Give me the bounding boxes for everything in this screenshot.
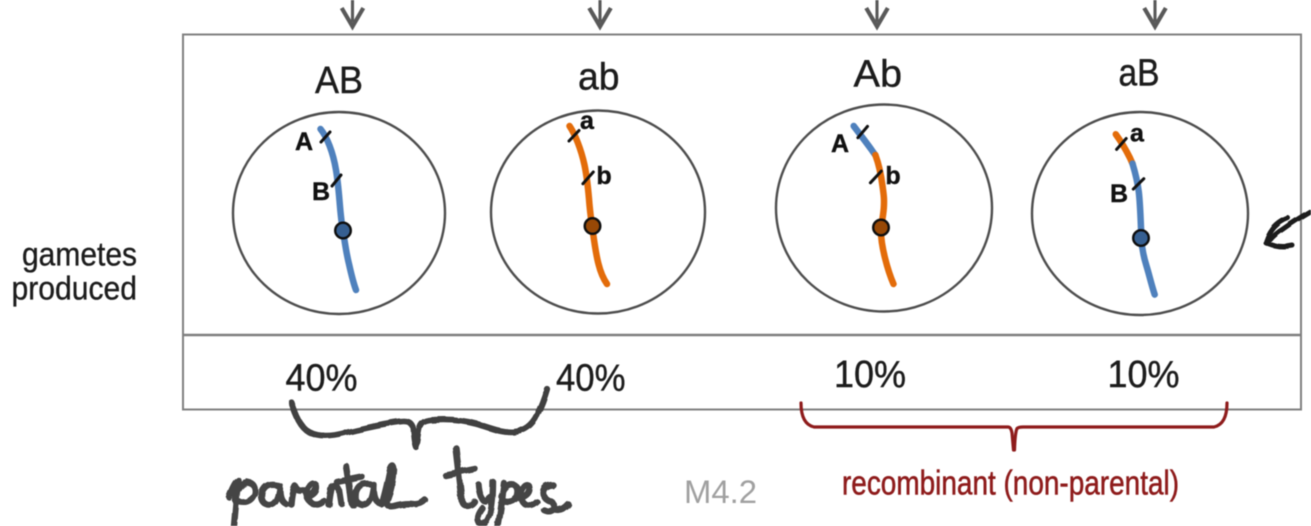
svg-text:B: B (312, 178, 330, 206)
svg-text:produced: produced (12, 270, 138, 307)
svg-text:aB: aB (1119, 53, 1160, 95)
svg-text:10%: 10% (834, 354, 906, 396)
svg-text:recombinant (non-parental): recombinant (non-parental) (842, 465, 1179, 503)
svg-text:10%: 10% (1108, 354, 1180, 396)
svg-text:b: b (596, 162, 611, 190)
svg-text:B: B (1110, 180, 1128, 208)
svg-text:a: a (1130, 120, 1145, 148)
svg-text:gametes: gametes (22, 236, 137, 273)
svg-text:ab: ab (578, 57, 620, 99)
svg-text:AB: AB (315, 60, 363, 102)
svg-text:40%: 40% (556, 358, 626, 400)
svg-text:a: a (580, 107, 595, 135)
svg-text:A: A (831, 130, 849, 158)
svg-text:40%: 40% (286, 358, 358, 400)
svg-text:A: A (295, 128, 313, 156)
svg-text:M4.2: M4.2 (684, 474, 757, 510)
svg-text:Ab: Ab (854, 54, 903, 96)
svg-text:b: b (885, 162, 900, 190)
